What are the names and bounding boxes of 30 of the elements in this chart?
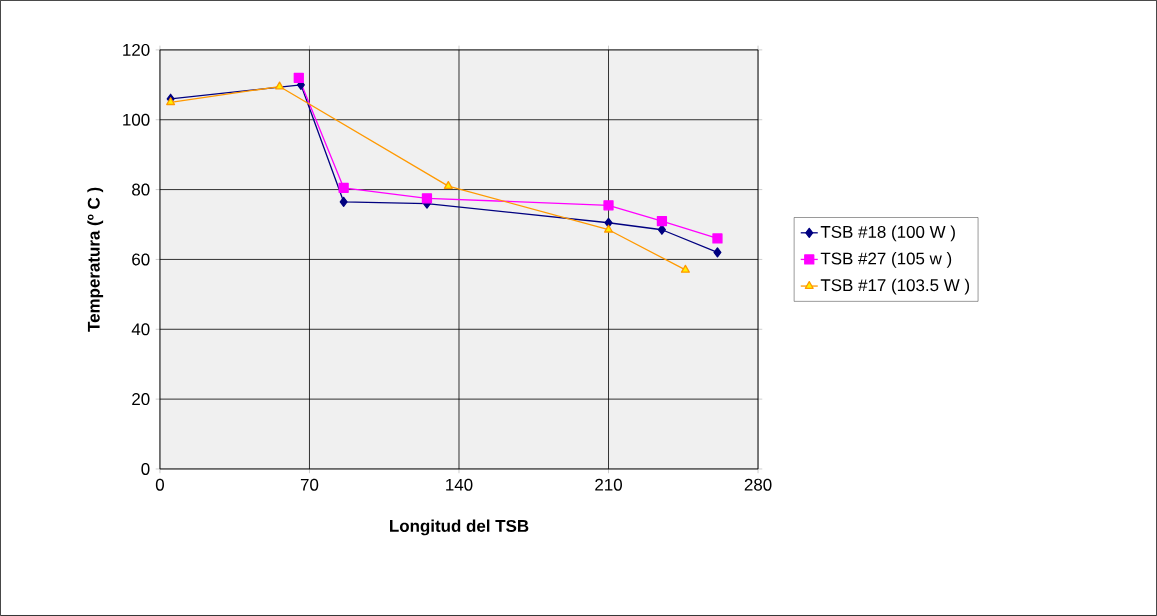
y-axis-title: Temperatura (º C ) [87, 187, 104, 332]
point [713, 247, 722, 258]
x-tick-label: 70 [300, 478, 319, 491]
point [603, 200, 614, 211]
point [443, 181, 453, 190]
point [338, 182, 349, 194]
legend-label: TSB #27 (105 w ) [820, 252, 952, 268]
point [339, 196, 348, 207]
y-tick-label: 60 [132, 253, 150, 266]
point [421, 193, 433, 204]
y-tick-label: 0 [141, 463, 150, 476]
point [275, 81, 285, 90]
y-tick-label: 40 [131, 323, 150, 336]
point [603, 224, 614, 233]
x-tick-label: 0 [155, 478, 164, 491]
y-tick-label: 100 [123, 113, 150, 126]
y-tick-label: 80 [132, 183, 150, 196]
legend-label: TSB #17 (103.5 W ) [820, 278, 970, 295]
y-tick-label: 120 [123, 43, 150, 56]
point [656, 215, 668, 227]
x-axis-title: Longitud del TSB [390, 519, 529, 536]
x-tick-label: 280 [744, 478, 772, 491]
x-tick-label: 210 [595, 478, 622, 491]
point [166, 97, 176, 106]
point [293, 72, 304, 84]
point [712, 233, 723, 244]
x-tick-label: 140 [446, 478, 473, 491]
legend-label: TSB #18 (100 W ) [820, 225, 955, 242]
y-tick-label: 20 [132, 393, 150, 406]
point [680, 264, 690, 273]
